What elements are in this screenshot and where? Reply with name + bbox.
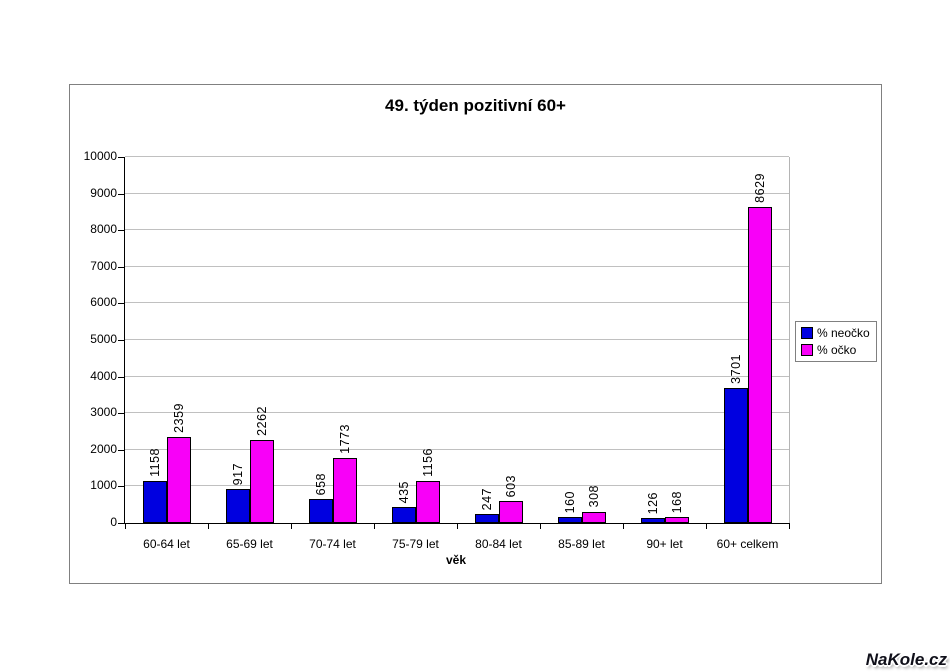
y-axis-tick	[118, 449, 125, 451]
x-axis-tick	[623, 523, 624, 529]
bar	[664, 516, 689, 523]
gridline	[125, 339, 789, 340]
gridline	[125, 302, 789, 304]
bar-value-label: 1156	[420, 447, 435, 477]
gridline	[125, 156, 789, 157]
bar	[225, 489, 250, 523]
bar	[474, 513, 499, 523]
bar	[391, 507, 416, 523]
y-axis-label: 8000	[90, 222, 117, 237]
bar	[723, 387, 748, 523]
x-axis-tick	[291, 523, 292, 529]
x-axis-title: věk	[445, 553, 467, 567]
y-axis-tick	[118, 230, 125, 232]
bar-value-label: 658	[313, 472, 328, 495]
x-axis-tick	[540, 523, 541, 529]
bar-value-label: 247	[479, 487, 494, 510]
bar-value-label: 1773	[337, 424, 352, 455]
bar	[640, 518, 665, 523]
bar	[332, 458, 357, 523]
bar	[498, 500, 523, 523]
x-axis-label: 85-89 let	[558, 537, 605, 551]
x-axis-label: 60+ celkem	[716, 537, 779, 551]
x-axis-label: 80-84 let	[475, 537, 522, 551]
y-axis-label: 3000	[90, 405, 117, 420]
bar-value-label: 160	[562, 490, 577, 514]
y-axis-tick	[118, 486, 125, 488]
x-axis-tick	[374, 523, 375, 529]
x-axis-label: 60-64 let	[143, 537, 190, 551]
gridline	[125, 229, 789, 231]
legend: % neočko % očko	[795, 321, 877, 362]
x-axis-label: 90+ let	[646, 537, 683, 551]
bar-value-label: 603	[503, 474, 518, 497]
x-axis-tick	[457, 523, 458, 529]
y-axis-tick	[118, 523, 125, 524]
gridline	[125, 192, 789, 194]
y-axis-tick	[118, 376, 125, 378]
y-axis-label: 5000	[90, 332, 117, 346]
bar	[747, 207, 772, 523]
bar-value-label: 435	[396, 480, 411, 504]
bar-value-label: 8629	[752, 173, 767, 204]
gridline	[125, 448, 789, 450]
legend-label: % očko	[817, 343, 857, 357]
bar	[415, 480, 440, 523]
legend-item: % očko	[801, 343, 870, 357]
y-axis-label: 9000	[90, 185, 117, 200]
bar-value-label: 3701	[728, 353, 743, 384]
bar	[142, 480, 167, 523]
y-axis-label: 1000	[90, 478, 117, 493]
x-axis-label: 70-74 let	[309, 537, 356, 551]
x-axis-label: 75-79 let	[392, 537, 439, 551]
x-axis-tick	[208, 523, 209, 529]
gridline	[125, 412, 789, 414]
y-axis-tick	[118, 413, 125, 415]
y-axis-tick	[118, 340, 125, 341]
chart-title: 49. týden pozitivní 60+	[385, 96, 566, 115]
y-axis-tick	[118, 157, 125, 158]
bar	[581, 511, 606, 523]
y-axis-tick	[118, 193, 125, 195]
gridline	[125, 485, 789, 487]
x-axis-tick	[706, 523, 707, 529]
bar	[308, 498, 333, 523]
gridline	[125, 265, 789, 267]
y-axis-tick	[118, 266, 125, 268]
bar	[557, 517, 582, 523]
legend-label: % neočko	[817, 326, 870, 340]
bar	[166, 436, 191, 523]
y-axis-label: 10000	[83, 149, 117, 163]
bar-value-label: 1158	[147, 447, 162, 477]
gridline	[125, 375, 789, 377]
bar-value-label: 126	[645, 492, 660, 515]
x-axis-tick	[125, 523, 126, 529]
plot-area: 0 1000 2000 3000 4000 5000 6000 7000 8000 9000 100…	[84, 149, 790, 551]
y-axis-label: 0	[110, 515, 117, 529]
watermark-logo: NaKole.cz	[865, 650, 947, 669]
chart-frame: 49. týden pozitivní 60+ 0 1000 2000 3000 400…	[69, 84, 882, 584]
bar-value-label: 2359	[171, 402, 186, 433]
legend-item: % neočko	[801, 326, 870, 340]
x-axis-tick	[789, 523, 790, 529]
y-axis-label: 6000	[90, 295, 117, 310]
bar-value-label: 308	[586, 485, 601, 508]
bar	[249, 440, 274, 523]
bar-value-label: 2262	[254, 406, 269, 437]
x-axis-label: 65-69 let	[226, 537, 273, 551]
bar-value-label: 917	[230, 463, 245, 486]
legend-swatch	[801, 327, 813, 339]
legend-swatch	[801, 344, 813, 356]
y-axis-label: 2000	[90, 441, 117, 456]
y-axis-tick	[118, 303, 125, 305]
y-axis-label: 4000	[90, 368, 117, 383]
y-axis-label: 7000	[90, 258, 117, 273]
bar-value-label: 168	[669, 490, 684, 513]
